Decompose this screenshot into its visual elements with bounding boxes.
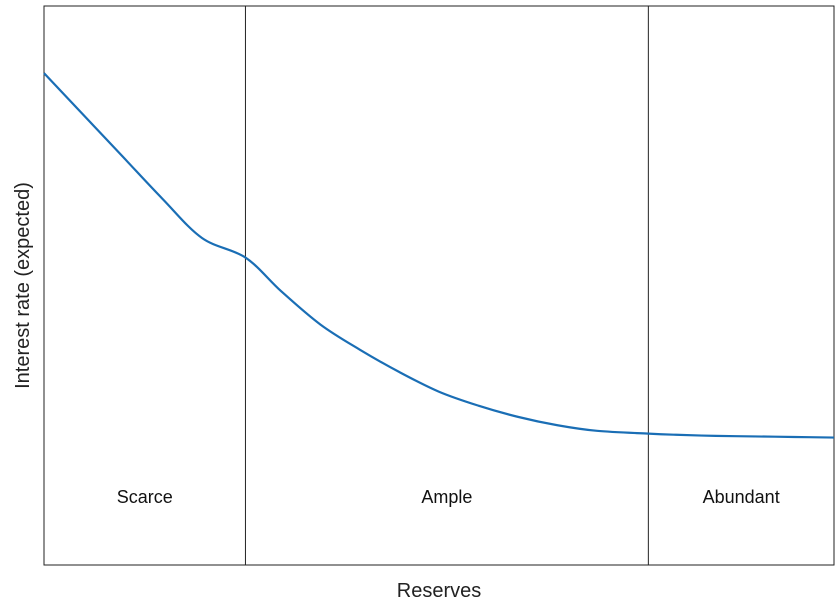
series-line <box>43 72 835 439</box>
region-label-ample: Ample <box>421 487 472 507</box>
x-axis-label: Reserves <box>397 580 481 602</box>
plot-frame <box>43 5 835 566</box>
region-label-scarce: Scarce <box>117 487 173 507</box>
y-axis-label: Interest rate (expected) <box>12 182 34 389</box>
region-labels: Scarce Ample Abundant <box>117 487 780 507</box>
region-label-abundant: Abundant <box>703 487 780 507</box>
region-dividers <box>244 6 649 565</box>
